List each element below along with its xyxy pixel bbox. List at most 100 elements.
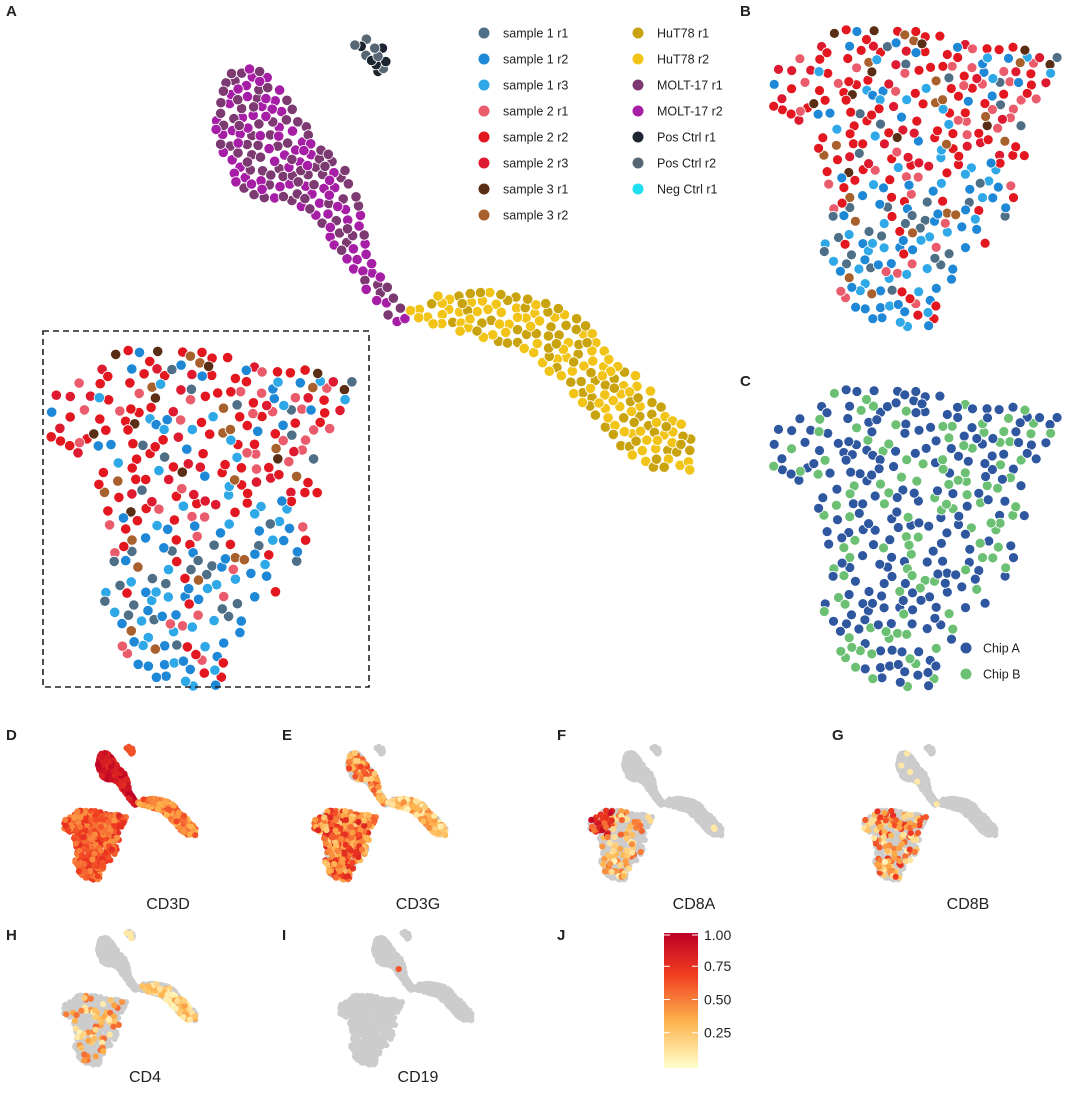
data-point: [932, 208, 944, 220]
data-point: [639, 769, 646, 776]
data-point: [844, 192, 856, 203]
data-point: [941, 49, 953, 60]
data-point: [897, 595, 909, 606]
data-point: [196, 370, 208, 382]
data-point: [638, 828, 645, 835]
legend-label: Pos Ctrl r2: [657, 157, 716, 171]
data-point: [214, 527, 227, 539]
data-point: [314, 416, 326, 428]
data-point: [192, 574, 205, 586]
data-point: [973, 487, 985, 499]
data-point: [848, 138, 859, 150]
data-point: [113, 491, 125, 503]
data-point: [109, 606, 121, 618]
data-point: [631, 818, 638, 826]
data-point: [278, 534, 290, 547]
data-point: [914, 222, 926, 234]
data-point: [876, 590, 887, 602]
data-point: [857, 138, 869, 150]
data-point: [369, 42, 381, 54]
data-point: [360, 283, 372, 295]
data-point: [857, 190, 868, 202]
legend-label: HuT78 r2: [657, 53, 709, 67]
data-point: [706, 829, 713, 836]
data-point: [189, 520, 201, 532]
data-point: [610, 825, 617, 833]
data-point: [253, 525, 265, 537]
data-point: [917, 98, 929, 110]
data-point: [229, 552, 241, 564]
data-point: [676, 799, 683, 806]
data-point: [181, 817, 188, 824]
data-point: [163, 996, 170, 1004]
data-point: [555, 370, 567, 382]
data-point: [263, 143, 275, 155]
data-point: [843, 436, 855, 448]
data-point: [100, 1048, 107, 1055]
data-point: [622, 858, 629, 865]
data-point: [886, 284, 898, 296]
data-point: [819, 454, 831, 466]
data-point: [241, 447, 253, 459]
data-point: [921, 263, 933, 275]
data-point: [302, 392, 314, 404]
data-point: [327, 376, 339, 388]
data-point: [871, 835, 878, 842]
data-point: [247, 397, 259, 409]
data-point: [902, 151, 914, 163]
data-point: [925, 62, 936, 73]
data-point: [992, 541, 1004, 553]
data-point: [153, 981, 160, 988]
data-point: [922, 307, 934, 318]
data-point: [269, 428, 281, 440]
data-point: [987, 192, 999, 204]
data-point: [422, 804, 429, 811]
data-point: [394, 302, 406, 314]
data-point: [994, 157, 1006, 169]
data-point: [832, 514, 843, 526]
data-point: [210, 499, 222, 511]
data-point: [844, 151, 856, 163]
data-point: [883, 127, 895, 139]
data-point: [846, 249, 857, 261]
data-point: [611, 834, 618, 841]
data-point: [617, 831, 625, 838]
data-point: [786, 443, 797, 455]
data-point: [105, 1016, 112, 1023]
data-point: [105, 1003, 112, 1011]
data-point: [897, 484, 909, 496]
legend-swatch: [960, 642, 972, 654]
data-point: [900, 578, 911, 589]
data-point: [126, 534, 138, 546]
data-point: [967, 403, 978, 415]
data-point: [375, 795, 382, 802]
data-point: [1025, 428, 1037, 440]
data-point: [1018, 150, 1030, 162]
data-point: [124, 377, 136, 389]
data-point: [625, 865, 633, 872]
data-point: [836, 557, 848, 569]
data-point: [937, 420, 949, 432]
data-point: [874, 94, 886, 106]
data-point: [786, 425, 798, 437]
data-point: [618, 426, 631, 438]
data-point: [930, 300, 942, 312]
data-point: [891, 845, 898, 852]
data-point: [639, 834, 647, 841]
panel-b-scatter: [768, 24, 1063, 332]
data-point: [602, 823, 610, 831]
data-point: [318, 394, 330, 406]
data-point: [312, 816, 319, 824]
data-point: [130, 473, 142, 485]
data-point: [967, 43, 978, 55]
data-point: [1030, 93, 1042, 105]
data-point: [898, 608, 910, 620]
data-point: [351, 749, 358, 757]
data-point: [210, 123, 222, 135]
data-point: [866, 288, 878, 300]
data-point: [64, 440, 76, 452]
panel-d-scatter: [61, 743, 199, 883]
data-point: [985, 517, 997, 529]
data-point: [361, 817, 368, 824]
data-point: [925, 795, 933, 802]
